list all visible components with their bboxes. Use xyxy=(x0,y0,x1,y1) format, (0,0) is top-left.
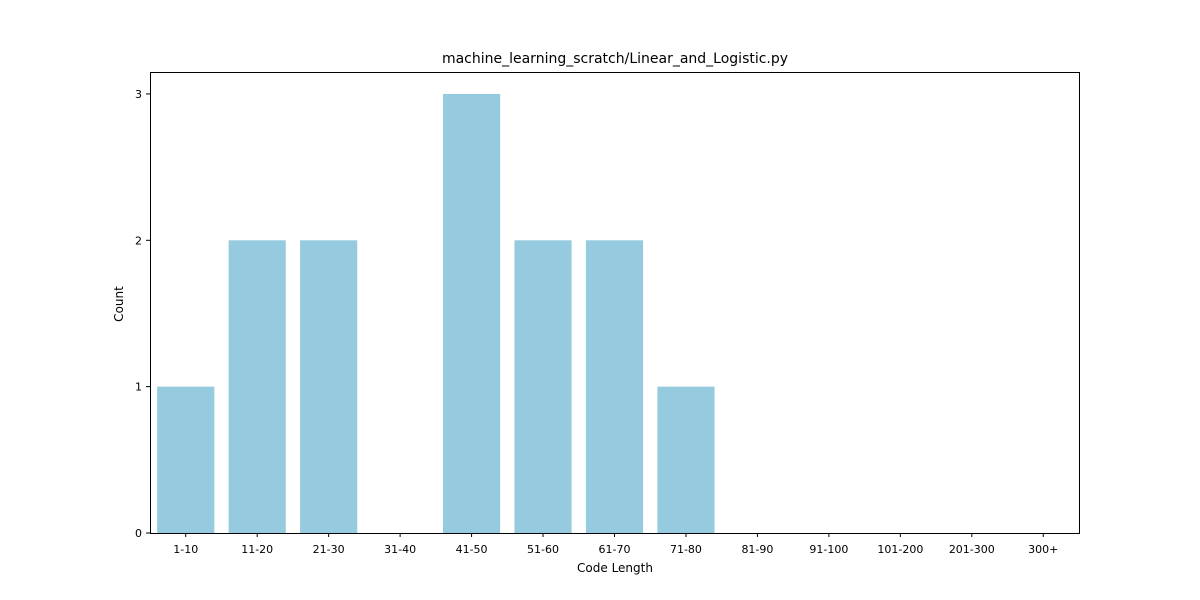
x-tick-label: 81-90 xyxy=(741,543,773,556)
x-tick-label: 300+ xyxy=(1028,543,1058,556)
x-tick-label: 41-50 xyxy=(456,543,488,556)
x-axis-label: Code Length xyxy=(577,561,653,575)
bar-21-30 xyxy=(300,240,358,534)
bars-group xyxy=(157,93,715,534)
x-tick-label: 31-40 xyxy=(384,543,416,556)
bar-61-70 xyxy=(585,240,644,534)
bar-1-10 xyxy=(157,386,215,533)
x-tick-label: 201-300 xyxy=(949,543,995,556)
y-axis-ticks: 0 1 2 3 xyxy=(135,88,150,540)
y-tick-label: 0 xyxy=(135,527,142,540)
x-tick-label: 61-70 xyxy=(599,543,631,556)
x-tick-label: 101-200 xyxy=(877,543,923,556)
x-tick-label: 71-80 xyxy=(670,543,702,556)
bar-11-20 xyxy=(228,240,286,534)
x-axis-ticks: 1-10 11-20 21-30 31-40 41-50 51-60 61-70 71-80 8… xyxy=(173,533,1058,556)
x-tick-label: 21-30 xyxy=(313,543,345,556)
y-tick-label: 1 xyxy=(135,381,142,394)
x-tick-label: 51-60 xyxy=(527,543,559,556)
x-tick-label: 91-100 xyxy=(809,543,848,556)
chart-title: machine_learning_scratch/Linear_and_Logi… xyxy=(442,51,788,67)
bar-51-60 xyxy=(514,240,572,534)
y-tick-label: 2 xyxy=(135,234,142,247)
x-tick-label: 11-20 xyxy=(241,543,273,556)
y-axis-label: Count xyxy=(112,286,126,322)
bar-41-50 xyxy=(442,93,501,533)
plot-frame xyxy=(150,72,1080,534)
x-tick-label: 1-10 xyxy=(173,543,198,556)
bar-71-80 xyxy=(657,386,715,533)
y-tick-label: 3 xyxy=(135,88,142,101)
